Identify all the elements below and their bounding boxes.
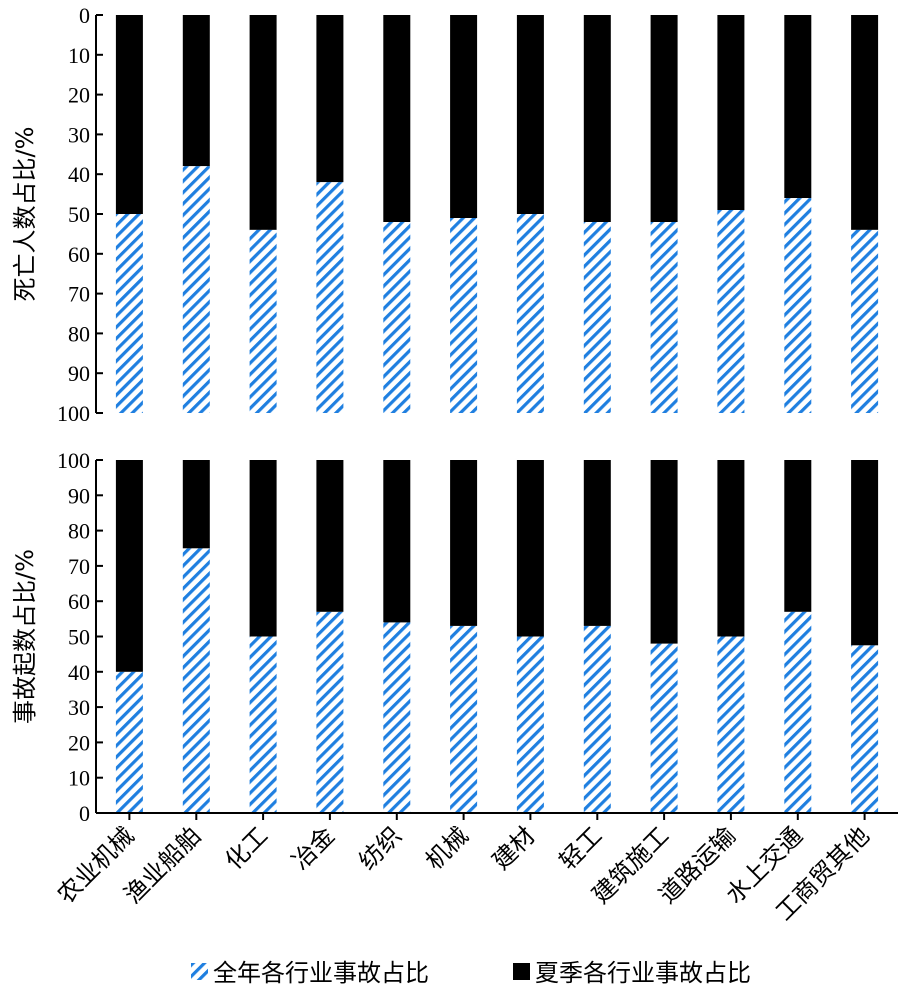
bar-p1-summer-11	[851, 15, 879, 230]
bar-p1-annual-5	[450, 218, 478, 413]
bar-p2-annual-10	[784, 611, 812, 813]
x-category-label-6: 建材	[487, 821, 541, 875]
bar-p2-summer-4	[383, 460, 411, 623]
bar-p2-annual-2	[249, 636, 277, 813]
bar-p1-annual-8	[650, 222, 678, 413]
legend-label-summer: 夏季各行业事故占比	[535, 959, 751, 987]
bar-p2-annual-6	[516, 636, 544, 813]
bar-p2-summer-7	[583, 460, 611, 626]
legend-swatch-summer	[513, 963, 530, 980]
bar-p1-annual-6	[516, 214, 544, 413]
bar-p1-summer-0	[115, 15, 143, 214]
bar-p1-annual-3	[316, 182, 344, 413]
x-category-label-3: 冶金	[286, 821, 340, 875]
bar-p1-annual-1	[182, 166, 210, 413]
y-tick-label-p2-1: 10	[68, 766, 90, 791]
bar-p1-summer-3	[316, 15, 344, 183]
bar-p2-summer-9	[717, 460, 745, 637]
y-tick-label-p2-8: 80	[68, 519, 90, 544]
y-axis-title-2: 事故起数占比/%	[11, 549, 39, 724]
bar-p1-summer-6	[516, 15, 544, 214]
y-tick-label-p2-6: 60	[68, 589, 90, 614]
bar-p1-annual-4	[383, 222, 411, 413]
bar-p1-annual-0	[115, 214, 143, 413]
bar-p1-summer-7	[583, 15, 611, 222]
bar-p2-summer-3	[316, 460, 344, 612]
legend: 全年各行业事故占比 夏季各行业事故占比	[191, 959, 751, 987]
y-tick-label-p1-9: 90	[68, 361, 90, 386]
y-tick-label-p2-0: 0	[79, 801, 90, 826]
bar-p1-annual-10	[784, 198, 812, 413]
bar-p1-summer-8	[650, 15, 678, 222]
bar-p1-annual-7	[583, 222, 611, 413]
x-category-label-7: 轻工	[554, 821, 608, 875]
y-tick-label-p1-0: 0	[79, 3, 90, 28]
bar-p1-annual-11	[851, 229, 879, 413]
bar-p2-summer-1	[182, 460, 210, 549]
y-tick-label-p1-2: 20	[68, 83, 90, 108]
y-tick-label-p2-7: 70	[68, 554, 90, 579]
y-tick-label-p2-2: 20	[68, 730, 90, 755]
bar-p2-summer-6	[516, 460, 544, 637]
y-tick-label-p1-10: 100	[57, 401, 90, 426]
bar-p1-annual-9	[717, 210, 745, 413]
y-tick-label-p1-4: 40	[68, 162, 90, 187]
y-tick-label-p2-9: 90	[68, 483, 90, 508]
x-category-label-5: 机械	[420, 821, 474, 875]
y-tick-label-p2-4: 40	[68, 660, 90, 685]
bar-p2-annual-9	[717, 636, 745, 813]
y-tick-label-p1-6: 60	[68, 242, 90, 267]
y-axis-title-1: 死亡人数占比/%	[11, 127, 39, 302]
bar-p2-summer-10	[784, 460, 812, 612]
bar-p2-annual-5	[450, 625, 478, 813]
bar-p2-annual-1	[182, 548, 210, 814]
bar-p1-summer-9	[717, 15, 745, 210]
y-tick-label-p2-10: 100	[57, 448, 90, 473]
x-category-label-4: 纺织	[353, 821, 407, 875]
bar-p1-summer-5	[450, 15, 478, 218]
y-tick-label-p1-3: 30	[68, 122, 90, 147]
y-tick-label-p1-5: 50	[68, 202, 90, 227]
bar-p2-annual-11	[851, 645, 879, 813]
bar-p2-annual-8	[650, 643, 678, 813]
y-tick-label-p1-8: 80	[68, 321, 90, 346]
y-tick-label-p1-1: 10	[68, 43, 90, 68]
y-tick-label-p1-7: 70	[68, 282, 90, 307]
legend-swatch-annual	[191, 963, 208, 980]
legend-label-annual: 全年各行业事故占比	[213, 959, 429, 987]
bar-p2-annual-3	[316, 611, 344, 813]
bar-p1-summer-10	[784, 15, 812, 199]
bar-p1-annual-2	[249, 229, 277, 413]
y-tick-label-p2-5: 50	[68, 625, 90, 650]
bar-p2-summer-2	[249, 460, 277, 637]
bar-p2-summer-5	[450, 460, 478, 626]
bar-p2-summer-0	[115, 460, 143, 672]
bar-p2-annual-0	[115, 671, 143, 813]
bar-p2-annual-4	[383, 622, 411, 813]
bar-p2-annual-7	[583, 625, 611, 813]
bar-p2-summer-8	[650, 460, 678, 644]
y-tick-label-p2-3: 30	[68, 695, 90, 720]
bar-p1-summer-1	[182, 15, 210, 167]
x-category-label-2: 化工	[220, 821, 274, 875]
bar-p1-summer-2	[249, 15, 277, 230]
bar-p1-summer-4	[383, 15, 411, 222]
bar-p2-summer-11	[851, 460, 879, 646]
